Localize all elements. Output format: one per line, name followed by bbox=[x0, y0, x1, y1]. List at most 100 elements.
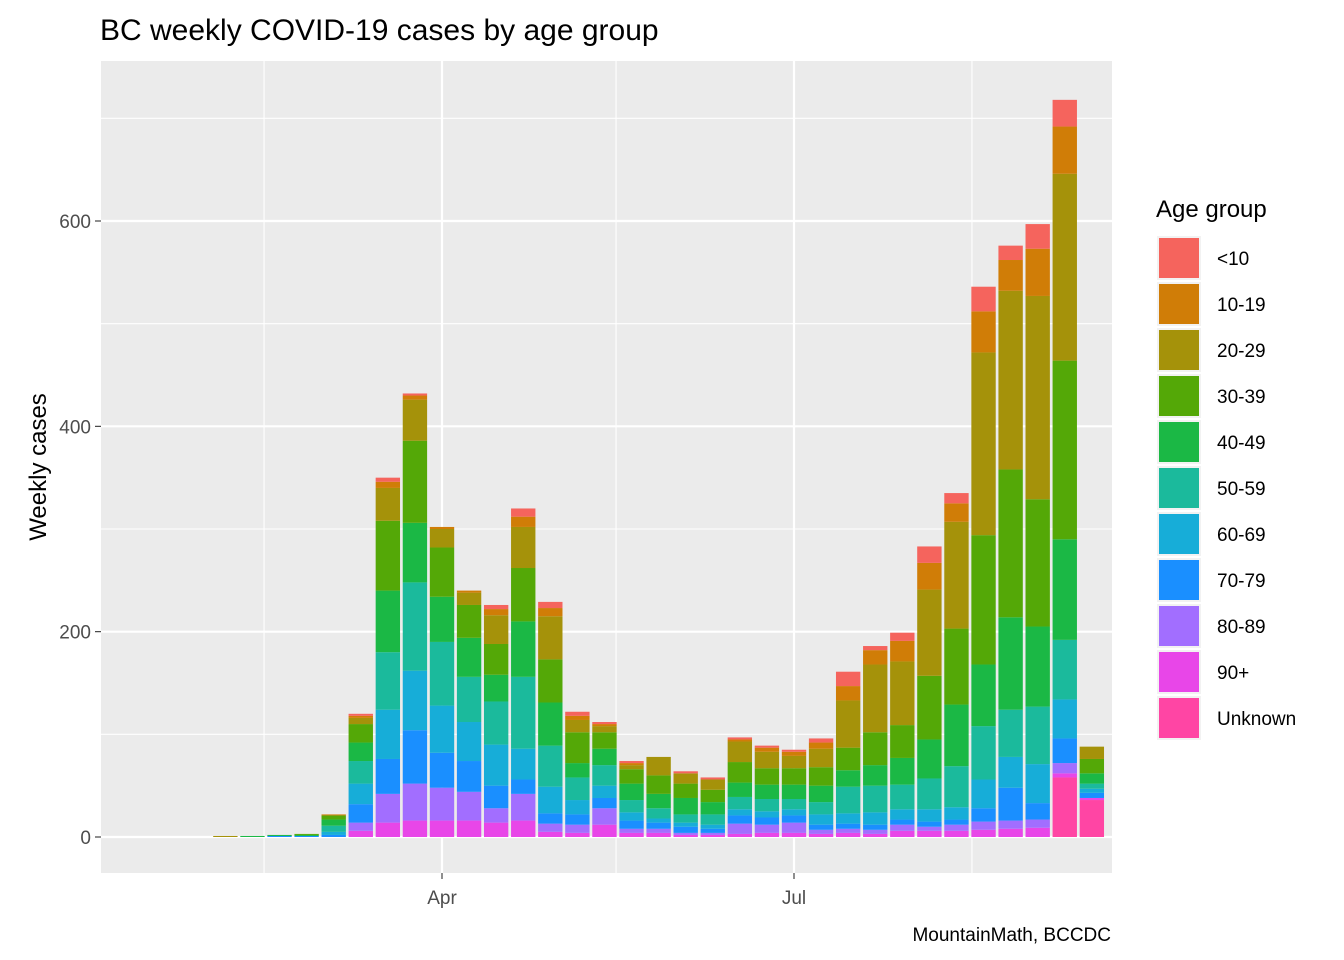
bar-segment bbox=[971, 352, 996, 536]
bar-segment bbox=[1025, 295, 1050, 500]
bar-segment bbox=[538, 786, 563, 814]
bar-segment bbox=[619, 765, 644, 770]
bar-segment bbox=[429, 596, 455, 642]
bar-segment bbox=[1079, 800, 1105, 837]
bar-segment bbox=[998, 245, 1023, 261]
bar-segment bbox=[1025, 499, 1050, 627]
bar-segment bbox=[456, 604, 482, 638]
bar-segment bbox=[592, 748, 617, 766]
bar-segment bbox=[619, 828, 644, 833]
bar-segment bbox=[240, 835, 265, 837]
bar-segment bbox=[375, 520, 401, 591]
bar-segment bbox=[700, 832, 725, 835]
legend-label: 60-69 bbox=[1217, 525, 1266, 546]
bar-segment bbox=[1079, 788, 1105, 793]
bar-segment bbox=[375, 590, 401, 653]
bar-segment bbox=[917, 675, 942, 740]
bar-segment bbox=[592, 824, 617, 837]
bar-segment bbox=[673, 797, 698, 815]
bar-segment bbox=[863, 833, 888, 837]
legend-label: Unknown bbox=[1217, 709, 1296, 730]
bar-segment bbox=[781, 784, 807, 800]
bar-segment bbox=[456, 676, 482, 723]
bar-segment bbox=[944, 503, 969, 522]
bar-segment bbox=[917, 778, 942, 810]
x-tick-label: Jul bbox=[782, 888, 806, 909]
bar-segment bbox=[646, 756, 671, 776]
bar-segment bbox=[348, 830, 373, 837]
bar-segment bbox=[483, 744, 509, 786]
legend-swatch bbox=[1159, 468, 1199, 508]
bar-segment bbox=[754, 817, 780, 825]
bar-segment bbox=[402, 783, 428, 821]
legend-swatch bbox=[1159, 422, 1199, 462]
bar-segment bbox=[321, 825, 346, 832]
bar-segment bbox=[1052, 360, 1077, 540]
bar-segment bbox=[944, 819, 969, 825]
legend-swatch bbox=[1159, 698, 1199, 738]
bar-segment bbox=[917, 546, 942, 563]
bar-segment bbox=[890, 640, 915, 662]
bar-segment bbox=[673, 783, 698, 798]
bar-segment bbox=[998, 709, 1023, 757]
bar-segment bbox=[1052, 126, 1077, 174]
bar-segment bbox=[619, 763, 644, 766]
bar-segment bbox=[863, 650, 888, 665]
bar-segment bbox=[1079, 792, 1105, 798]
bar-segment bbox=[998, 260, 1023, 291]
bar-segment bbox=[890, 809, 915, 820]
bar-segment bbox=[538, 601, 563, 609]
bar-segment bbox=[619, 769, 644, 784]
bar-segment bbox=[808, 785, 834, 803]
bar-segment bbox=[1025, 764, 1050, 804]
bar-segment bbox=[483, 674, 509, 702]
bar-segment bbox=[700, 789, 725, 803]
bar-segment bbox=[781, 809, 807, 816]
y-tick-label: 600 bbox=[59, 212, 91, 233]
bar-segment bbox=[754, 784, 780, 800]
bar-segment bbox=[971, 726, 996, 780]
bar-segment bbox=[754, 811, 780, 818]
bar-segment bbox=[1025, 803, 1050, 820]
bar-segment bbox=[754, 751, 780, 769]
bar-segment bbox=[863, 824, 888, 830]
bar-segment bbox=[835, 747, 861, 771]
bar-segment bbox=[998, 828, 1023, 837]
bar-segment bbox=[402, 393, 428, 396]
bar-segment bbox=[511, 748, 536, 780]
bar-segment bbox=[835, 786, 861, 814]
bar-segment bbox=[835, 828, 861, 833]
bar-segment bbox=[673, 771, 698, 774]
bar-segment bbox=[1025, 827, 1050, 837]
bar-segment bbox=[1052, 738, 1077, 764]
bar-segment bbox=[998, 469, 1023, 618]
bar-segment bbox=[998, 290, 1023, 470]
y-axis: 0 200 400 600 bbox=[59, 212, 101, 849]
bar-segment bbox=[1052, 99, 1077, 127]
bar-segment bbox=[321, 814, 346, 816]
legend-swatch bbox=[1159, 330, 1199, 370]
bar-segment bbox=[727, 741, 753, 763]
bar-segment bbox=[917, 739, 942, 779]
bar-segment bbox=[727, 762, 753, 783]
y-tick-label: 200 bbox=[59, 623, 91, 644]
bar-segment bbox=[808, 738, 834, 743]
bar-segment bbox=[429, 547, 455, 597]
bar-segment bbox=[781, 822, 807, 833]
bar-segment bbox=[917, 830, 942, 837]
bar-segment bbox=[429, 820, 455, 837]
bar-segment bbox=[781, 751, 807, 756]
legend-label: <10 bbox=[1217, 249, 1249, 270]
bar-segment bbox=[917, 589, 942, 676]
bar-segment bbox=[1052, 639, 1077, 700]
bar-segment bbox=[1079, 758, 1105, 774]
bar-segment bbox=[754, 745, 780, 748]
bar-segment bbox=[971, 311, 996, 353]
bar-segment bbox=[375, 481, 401, 488]
bar-segment bbox=[375, 758, 401, 794]
bar-segment bbox=[511, 526, 536, 569]
bar-segment bbox=[429, 787, 455, 821]
bar-segment bbox=[619, 812, 644, 821]
legend-label: 10-19 bbox=[1217, 295, 1266, 316]
bar-segment bbox=[890, 661, 915, 726]
